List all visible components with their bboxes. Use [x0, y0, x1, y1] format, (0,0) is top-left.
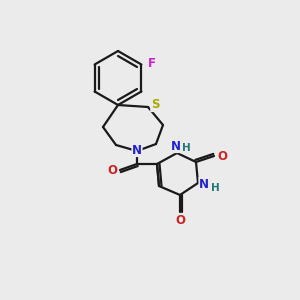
Text: F: F	[147, 57, 155, 70]
Text: N: N	[132, 143, 142, 157]
Text: N: N	[199, 178, 209, 190]
Text: O: O	[107, 164, 117, 176]
Text: S: S	[151, 98, 159, 112]
Text: H: H	[182, 143, 191, 153]
Text: O: O	[175, 214, 185, 227]
Text: N: N	[171, 140, 181, 152]
Text: O: O	[217, 149, 227, 163]
Text: H: H	[211, 183, 220, 193]
